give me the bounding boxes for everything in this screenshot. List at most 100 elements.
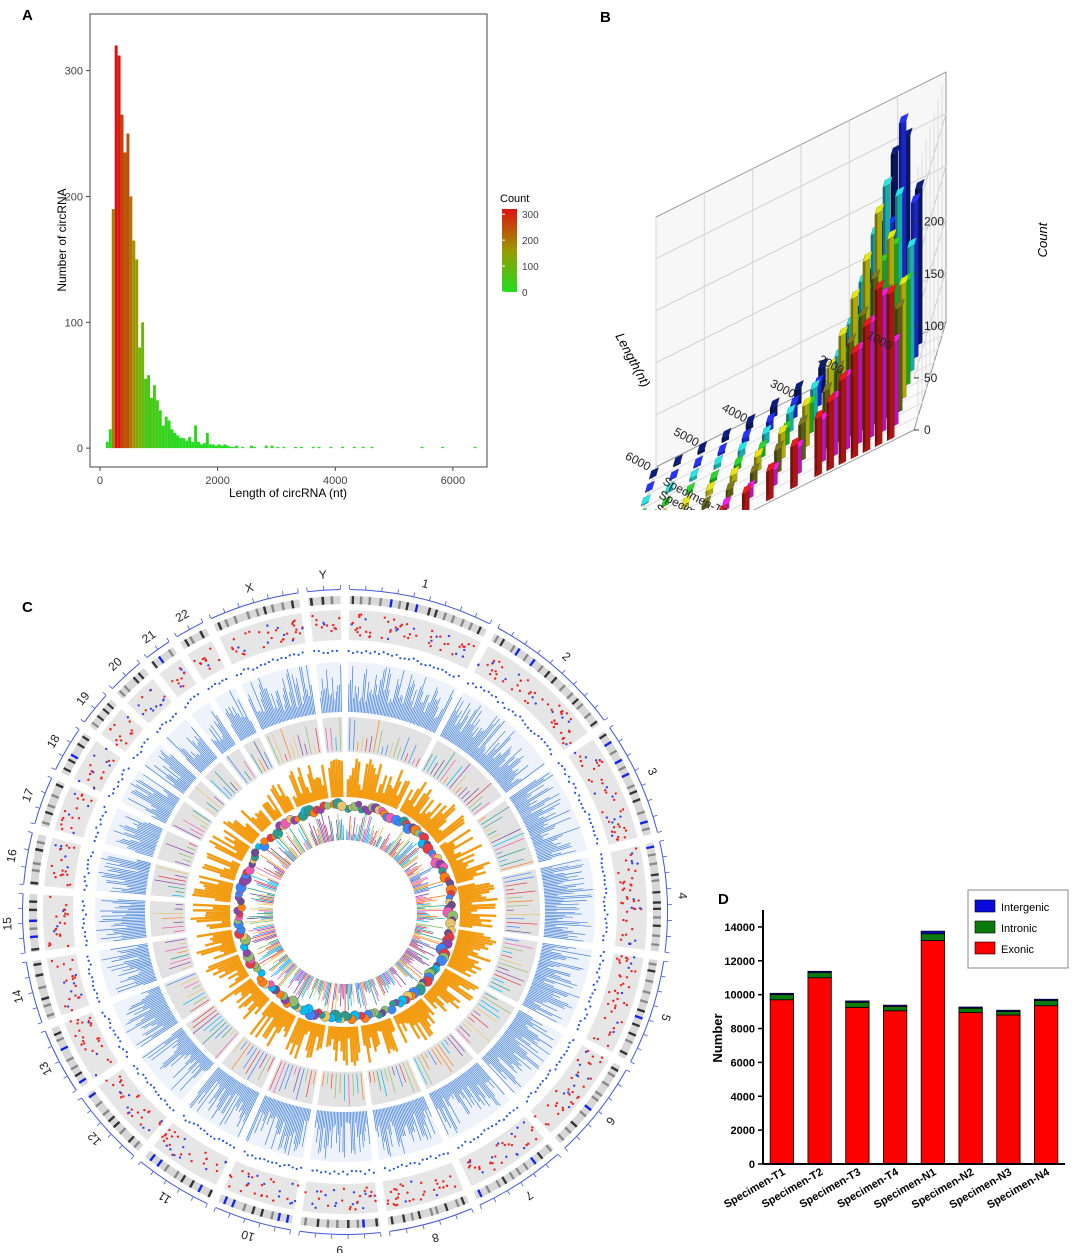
density-point xyxy=(85,944,87,946)
density-point xyxy=(84,931,86,933)
histogram-bar xyxy=(212,444,215,448)
scatter-point xyxy=(89,773,91,775)
scatter-point xyxy=(591,780,593,782)
density-point xyxy=(579,1020,581,1022)
scatter-point xyxy=(395,1198,397,1200)
ideogram-tick xyxy=(25,977,29,978)
scatter-point xyxy=(244,632,246,634)
density-point xyxy=(82,900,84,902)
density-point xyxy=(166,1103,168,1105)
density-point xyxy=(593,830,595,832)
density-point xyxy=(311,1170,313,1172)
scatter-point xyxy=(562,1109,564,1111)
scatter-point xyxy=(77,1019,79,1021)
scatter-point xyxy=(141,696,143,698)
scatter-point xyxy=(622,919,624,921)
scatter-point xyxy=(390,1191,392,1193)
ideogram-tick xyxy=(267,594,268,598)
scatter-point xyxy=(553,719,555,721)
density-point xyxy=(184,706,186,708)
scatter-point xyxy=(387,1199,389,1201)
y-tick-label: 8000 xyxy=(731,1024,755,1036)
scatter-point xyxy=(413,628,415,630)
density-point xyxy=(169,719,171,721)
density-point xyxy=(535,1091,537,1093)
scatter-point xyxy=(59,933,61,935)
histogram-bar xyxy=(147,375,150,448)
scatter-point xyxy=(422,1194,424,1196)
histogram-bar xyxy=(109,429,112,448)
scatter-point xyxy=(530,691,532,693)
density-point xyxy=(526,1100,528,1102)
scatter-point xyxy=(109,764,111,766)
density-point xyxy=(539,1083,541,1085)
ideogram-tick xyxy=(252,598,253,602)
scatter-point xyxy=(74,994,76,996)
scatter-point xyxy=(203,1162,205,1164)
density-point xyxy=(537,1087,539,1089)
scatter-point xyxy=(477,664,479,666)
ideogram-tick xyxy=(490,620,492,624)
scatter-point xyxy=(100,777,102,779)
density-point xyxy=(457,1147,459,1149)
ideogram-tick xyxy=(177,1189,179,1192)
ideogram-tick xyxy=(35,807,39,808)
scatter-point xyxy=(494,670,496,672)
scatter-point xyxy=(527,702,529,704)
density-point xyxy=(87,859,89,861)
orange-bar xyxy=(460,908,495,909)
density-point xyxy=(585,1008,587,1010)
scatter-point xyxy=(62,910,64,912)
ideogram-tick xyxy=(658,831,662,832)
scatter-point xyxy=(629,883,631,885)
scatter-point xyxy=(53,930,55,932)
scatter-point xyxy=(159,704,161,706)
inner-line xyxy=(356,835,357,841)
density-point xyxy=(251,1154,253,1156)
scatter-point xyxy=(95,1074,97,1076)
scatter-point xyxy=(247,1182,249,1184)
scatter-point xyxy=(619,962,621,964)
scatter-point xyxy=(429,645,431,647)
ideogram-tick xyxy=(119,1146,122,1149)
scatter-point xyxy=(108,760,110,762)
scatter-point xyxy=(266,1195,268,1197)
scatter-point xyxy=(352,1203,354,1205)
ideogram-tick xyxy=(460,607,461,611)
scatter-point xyxy=(635,847,637,849)
histogram-bar xyxy=(215,446,218,449)
density-point xyxy=(378,653,380,655)
histogram-bar xyxy=(318,447,321,448)
scatter-point xyxy=(620,984,622,986)
density-point xyxy=(405,1165,407,1167)
histogram-bar xyxy=(162,425,165,448)
y-tick-label: 14000 xyxy=(724,922,755,934)
density-point xyxy=(207,688,209,690)
density-point xyxy=(603,905,605,907)
scatter-point xyxy=(354,1208,356,1210)
density-point xyxy=(495,1123,497,1125)
scatter-point xyxy=(176,679,178,681)
x-tick-label: 2000 xyxy=(205,475,229,487)
stack-segment-exonic xyxy=(770,1000,793,1164)
scatter-point xyxy=(389,631,391,633)
scatter-point xyxy=(410,1180,412,1182)
scatter-point xyxy=(359,1195,361,1197)
ideogram-tick xyxy=(214,1208,216,1212)
scatter-point xyxy=(621,992,623,994)
inner-line xyxy=(340,984,341,1007)
scatter-point xyxy=(70,1020,72,1022)
scatter-point xyxy=(320,1190,322,1192)
scatter-point xyxy=(619,881,621,883)
density-point xyxy=(88,872,90,874)
density-point xyxy=(211,685,213,687)
scatter-point xyxy=(289,1202,291,1204)
histogram-bar xyxy=(203,443,206,448)
density-point xyxy=(527,1096,529,1098)
histogram-bar xyxy=(441,447,444,448)
density-point xyxy=(575,787,577,789)
scatter-point xyxy=(218,659,220,661)
histogram-bar xyxy=(132,241,135,449)
stack-segment-exonic xyxy=(997,1015,1020,1164)
